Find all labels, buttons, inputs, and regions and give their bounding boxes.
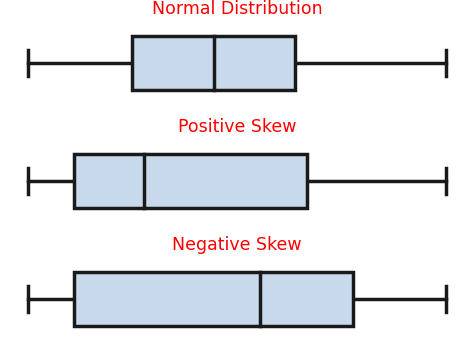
Text: Positive Skew: Positive Skew <box>178 118 296 136</box>
Bar <box>74 272 353 326</box>
Text: Negative Skew: Negative Skew <box>172 236 302 254</box>
Text: Normal Distribution: Normal Distribution <box>152 0 322 19</box>
Bar <box>132 36 295 90</box>
Bar <box>74 154 307 208</box>
